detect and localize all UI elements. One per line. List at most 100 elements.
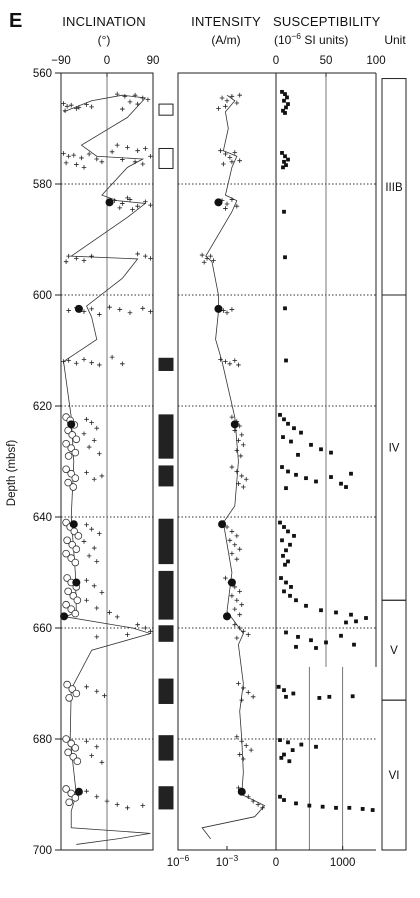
- inclination-point: [81, 165, 87, 170]
- inclination-point: [132, 92, 138, 98]
- intensity-point: [201, 259, 207, 265]
- susceptibility-point: [354, 619, 358, 624]
- susceptibility-unit-exp: −6: [291, 31, 301, 41]
- inclination-point: [127, 310, 133, 316]
- unit-column-header: Unit: [384, 33, 406, 47]
- inclination-point: [94, 794, 100, 800]
- susceptibility-title: SUSCEPTIBILITY: [273, 14, 381, 29]
- inclination-point: [99, 760, 105, 765]
- susceptibility-point: [329, 450, 333, 455]
- susceptibility-point: [283, 562, 287, 567]
- intensity-point: [232, 150, 238, 155]
- intensity-point: [224, 201, 230, 207]
- intensity-point: [229, 94, 235, 99]
- intensity-point: [229, 464, 235, 470]
- susceptibility-point: [281, 165, 285, 170]
- intensity-point: [243, 743, 249, 748]
- inclination-point: [76, 105, 82, 110]
- inclination-point: [94, 605, 100, 611]
- inclination-point: [127, 197, 133, 202]
- intensity-point: [237, 589, 243, 594]
- susceptibility-point: [282, 688, 286, 693]
- susceptibility-point: [309, 638, 313, 643]
- intensity-point: [221, 161, 226, 167]
- intensity-point: [227, 361, 233, 367]
- susceptibility-point: [289, 439, 293, 444]
- susceptibility-point: [282, 589, 286, 594]
- inclination-point: [97, 531, 102, 536]
- sample-interval-bar: [158, 414, 174, 459]
- intensity-point: [232, 606, 238, 612]
- intensity-trace: [201, 94, 266, 840]
- intensity-point: [232, 622, 238, 627]
- inclination-point: [120, 361, 125, 367]
- intensity-point: [232, 584, 238, 590]
- inclination-point: [64, 452, 73, 460]
- intensity-point: [236, 785, 241, 791]
- intensity-point: [223, 151, 228, 157]
- intensity-point: [239, 473, 245, 479]
- inclination-point: [91, 545, 97, 551]
- depth-tick-label: 680: [33, 734, 52, 746]
- inclination-point: [61, 101, 66, 106]
- susceptibility-point: [292, 426, 296, 431]
- inclination-tick-label: 0: [104, 55, 110, 67]
- intensity-point: [199, 252, 205, 258]
- intensity-point: [237, 752, 243, 757]
- inclination-point: [125, 805, 130, 811]
- depth-tick-label: 560: [33, 68, 52, 80]
- susceptibility-point: [327, 694, 332, 699]
- intensity-point: [250, 798, 256, 804]
- intensity-point: [241, 756, 246, 762]
- intensity-title: INTENSITY: [191, 14, 261, 29]
- inclination-point: [72, 435, 81, 444]
- inclination-point: [63, 259, 69, 264]
- inclination-point: [71, 744, 80, 752]
- susceptibility-point: [282, 525, 286, 529]
- intensity-point: [236, 438, 241, 443]
- susceptibility-point: [319, 447, 323, 452]
- intensity-point: [239, 602, 245, 607]
- susceptibility-point: [279, 576, 283, 580]
- intensity-point: [223, 206, 228, 211]
- inclination-point: [94, 156, 100, 162]
- inclination-point: [68, 102, 74, 108]
- susceptibility-unit: (10−6 SI units): [274, 31, 348, 47]
- susceptibility-point: [299, 742, 304, 747]
- susceptibility-point: [278, 794, 282, 799]
- inclination-point: [99, 473, 105, 479]
- inclination-point: [148, 309, 153, 314]
- inclination-point: [89, 526, 94, 532]
- intensity-mean-point: [227, 578, 236, 587]
- intensity-point: [229, 159, 235, 165]
- susceptibility-point: [284, 163, 288, 168]
- intensity-tick-label: 10−6: [167, 853, 190, 869]
- intensity-point: [239, 738, 245, 744]
- inclination-point: [140, 803, 146, 808]
- susceptibility-point: [339, 481, 343, 486]
- inclination-point: [86, 553, 92, 559]
- susceptibility-point: [283, 92, 287, 96]
- inclination-point: [107, 610, 112, 615]
- inclination-point: [143, 146, 148, 151]
- susceptibility-point: [349, 612, 353, 617]
- inclination-point: [73, 596, 82, 605]
- inclination-point: [62, 465, 70, 474]
- intensity-point: [245, 632, 251, 637]
- inclination-point: [81, 258, 87, 263]
- intensity-panel: 10−6 10−3: [167, 72, 277, 869]
- inclination-point: [104, 798, 110, 804]
- susceptibility-upper-tick-label: 0: [273, 55, 279, 67]
- susceptibility-point: [290, 748, 295, 752]
- depth-tick-label: 620: [33, 401, 52, 413]
- susceptibility-point: [278, 738, 282, 743]
- inclination-tick-label: −90: [51, 55, 71, 67]
- intensity-point: [237, 92, 243, 98]
- inclination-point: [84, 577, 89, 583]
- susceptibility-point: [284, 694, 288, 699]
- inclination-point: [130, 207, 135, 212]
- intensity-point: [250, 694, 256, 700]
- unit-label: IV: [389, 443, 400, 455]
- intensity-point: [229, 529, 235, 534]
- panel-letter: E: [9, 10, 22, 32]
